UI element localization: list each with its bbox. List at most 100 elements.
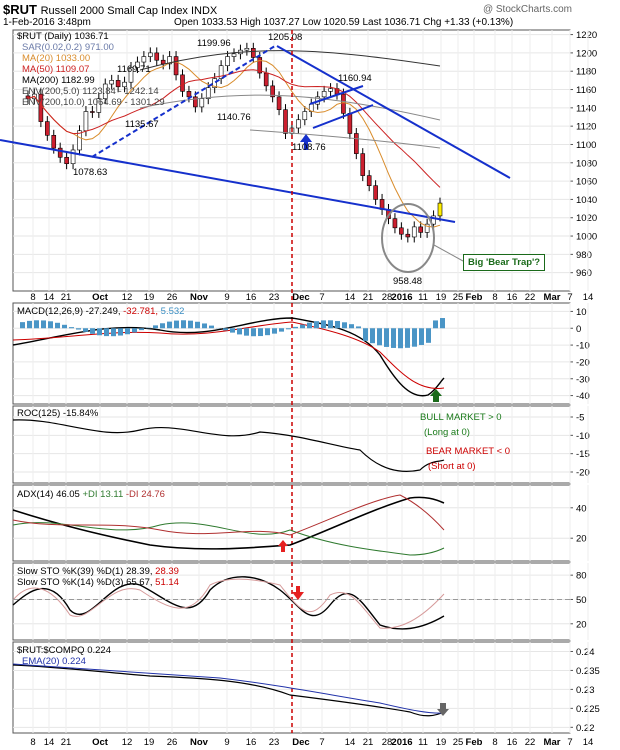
macd-histogram-bar bbox=[433, 320, 438, 329]
flag-lower-line bbox=[312, 104, 374, 129]
macd-histogram-bar bbox=[370, 328, 375, 344]
price-y-tick-label: 1140 bbox=[576, 103, 596, 114]
blue-up-arrow-icon bbox=[300, 134, 312, 150]
price-candle bbox=[186, 91, 192, 98]
macd-y-tick-label: 10 bbox=[576, 307, 587, 318]
x-tick-label-top: 19 bbox=[436, 292, 447, 303]
ma50-line bbox=[27, 69, 441, 188]
price-candle bbox=[399, 227, 404, 235]
x-tick-label-top: 28 bbox=[382, 292, 393, 303]
x-tick-label-top: 2016 bbox=[391, 292, 412, 303]
sto-y-tick-label: 50 bbox=[576, 595, 587, 606]
adx-label: ADX(14) 46.05 +DI 13.11 -DI 24.76 bbox=[17, 489, 165, 500]
price-candle bbox=[109, 80, 114, 85]
x-tick-label-bottom: Mar bbox=[544, 737, 561, 748]
adx-y-tick-label: 20 bbox=[576, 534, 587, 545]
macd-histogram-bar bbox=[104, 328, 109, 337]
sto-y-tick-label: 80 bbox=[576, 571, 587, 582]
support-trendline bbox=[0, 139, 456, 223]
macd-histogram-bar bbox=[251, 328, 256, 337]
macd-histogram-bar bbox=[188, 320, 193, 329]
price-annotation: 1108.76 bbox=[292, 142, 326, 153]
macd-histogram-bar bbox=[328, 320, 333, 329]
price-candle bbox=[341, 93, 346, 114]
macd-label: MACD(12,26,9) -27.249, -32.781, 5.532 bbox=[17, 306, 185, 317]
bull-note-2: (Long at 0) bbox=[424, 427, 470, 438]
price-candle bbox=[424, 223, 430, 233]
price-candle bbox=[148, 52, 153, 57]
legend-env10: ENV(200,10.0) 1064.69 - 1301.29 bbox=[22, 97, 165, 108]
price-candle bbox=[257, 57, 263, 74]
x-tick-label-bottom: Oct bbox=[92, 737, 109, 748]
price-candle bbox=[360, 153, 366, 176]
price-annotation: 1169.71 bbox=[117, 64, 151, 75]
macd-y-tick-label: -30 bbox=[576, 374, 590, 385]
adx-line bbox=[12, 496, 445, 550]
x-tick-label-bottom: 21 bbox=[61, 737, 72, 748]
plus-di-line bbox=[12, 522, 445, 556]
macd-histogram-bar bbox=[398, 328, 403, 349]
roc-y-tick-label: -10 bbox=[576, 431, 590, 442]
macd-histogram-bar bbox=[223, 328, 228, 331]
price-candle bbox=[405, 233, 411, 238]
price-candle bbox=[296, 119, 301, 129]
macd-histogram-bar bbox=[307, 322, 312, 329]
chart-date: 1-Feb-2016 3:48pm bbox=[3, 17, 91, 28]
macd-histogram-bar bbox=[286, 328, 291, 330]
macd-histogram-bar bbox=[230, 328, 235, 333]
price-candle bbox=[122, 81, 127, 88]
price-candle bbox=[283, 109, 288, 134]
price-candle bbox=[231, 53, 237, 57]
price-candle bbox=[205, 87, 211, 99]
price-y-tick-label: 1000 bbox=[576, 232, 597, 243]
macd-histogram-bar bbox=[300, 324, 305, 329]
macd-histogram-bar bbox=[265, 328, 270, 336]
macd-y-tick-label: 0 bbox=[576, 324, 581, 335]
price-candle bbox=[57, 147, 63, 158]
price-candle bbox=[366, 175, 372, 186]
x-tick-label-bottom: 7 bbox=[567, 737, 572, 748]
price-candle bbox=[392, 218, 398, 229]
x-tick-label-top: 9 bbox=[224, 292, 229, 303]
macd-histogram-bar bbox=[342, 322, 347, 329]
macd-histogram-bar bbox=[349, 324, 354, 329]
macd-histogram-bar bbox=[76, 328, 81, 330]
macd-histogram-bar bbox=[321, 320, 326, 329]
price-annotation: 1140.76 bbox=[217, 112, 251, 123]
x-tick-label-top: Mar bbox=[544, 292, 561, 303]
macd-histogram-bar bbox=[272, 328, 277, 334]
x-tick-label-bottom: 14 bbox=[44, 737, 55, 748]
rel-y-tick-label: 0.24 bbox=[576, 647, 595, 658]
price-y-tick-label: 1060 bbox=[576, 177, 597, 188]
watermark: @ StockCharts.com bbox=[482, 4, 572, 15]
macd-histogram-bar bbox=[41, 320, 46, 329]
x-tick-label-bottom: 9 bbox=[224, 737, 229, 748]
price-annotation: 1135.67 bbox=[125, 119, 159, 130]
price-candle bbox=[115, 80, 121, 88]
macd-histogram-bar bbox=[83, 328, 88, 332]
x-tick-label-top: 7 bbox=[567, 292, 572, 303]
macd-histogram-bar bbox=[258, 328, 263, 337]
price-candle bbox=[328, 88, 333, 92]
macd-histogram-bar bbox=[384, 328, 389, 347]
red-down-arrow-icon bbox=[292, 586, 304, 600]
price-candle bbox=[199, 98, 205, 108]
x-tick-label-top: 25 bbox=[453, 292, 464, 303]
x-tick-label-bottom: 7 bbox=[319, 737, 324, 748]
price-candle bbox=[180, 74, 185, 92]
price-candle bbox=[70, 149, 76, 165]
callout-pointer bbox=[433, 244, 464, 262]
roc-line bbox=[12, 419, 445, 472]
price-candle bbox=[431, 215, 436, 225]
x-tick-label-bottom: 14 bbox=[583, 737, 594, 748]
price-candle bbox=[45, 121, 50, 136]
price-candle bbox=[154, 52, 160, 61]
green-up-arrow-icon bbox=[430, 389, 442, 402]
macd-histogram-bar bbox=[146, 327, 151, 329]
macd-histogram-bar bbox=[244, 328, 249, 336]
legend-ma50: MA(50) 1109.07 bbox=[22, 64, 90, 75]
sto-y-tick-label: 20 bbox=[576, 619, 587, 630]
chart-quote: Open 1033.53 High 1037.27 Low 1020.59 La… bbox=[174, 17, 514, 28]
macd-histogram-bar bbox=[48, 321, 53, 329]
price-candle bbox=[64, 156, 69, 165]
